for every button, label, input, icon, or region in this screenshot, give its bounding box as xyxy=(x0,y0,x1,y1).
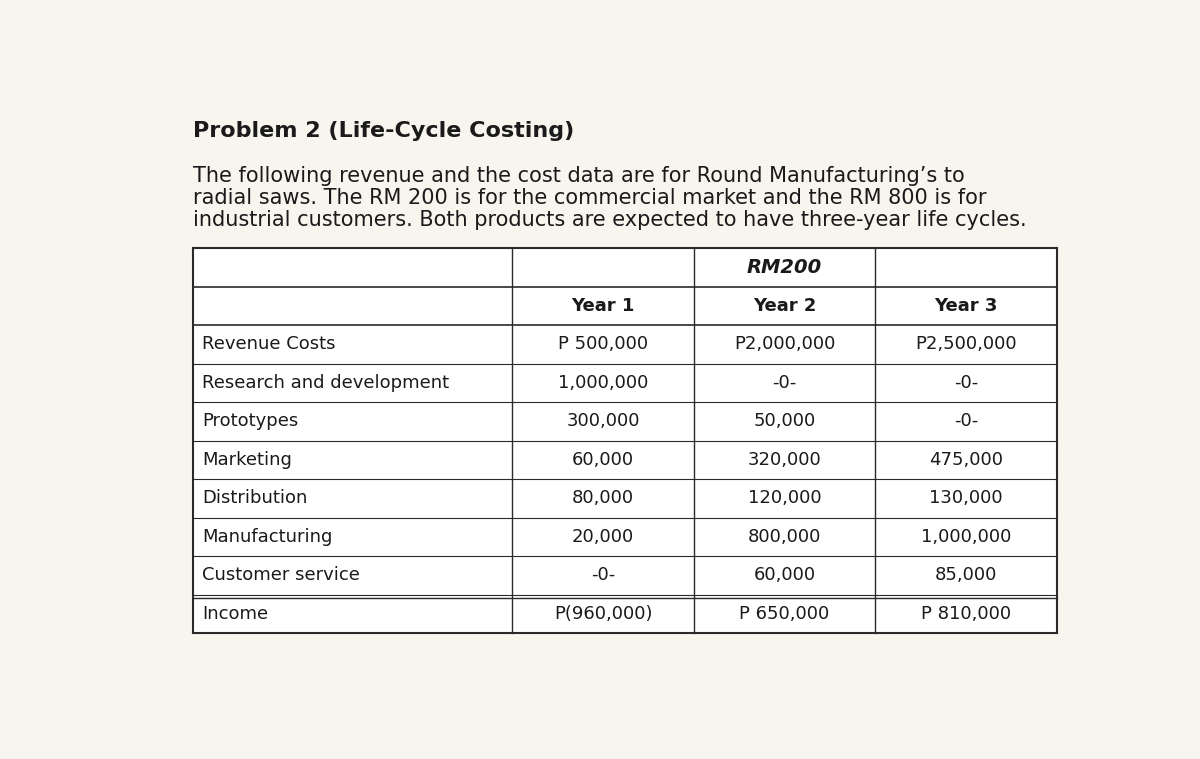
Text: 60,000: 60,000 xyxy=(572,451,634,469)
Text: 800,000: 800,000 xyxy=(748,528,821,546)
Text: Problem 2 (Life-Cycle Costing): Problem 2 (Life-Cycle Costing) xyxy=(193,121,574,141)
Text: Year 1: Year 1 xyxy=(571,297,635,315)
Text: Research and development: Research and development xyxy=(202,374,449,392)
Text: 85,000: 85,000 xyxy=(935,566,997,584)
Text: Prototypes: Prototypes xyxy=(202,412,298,430)
Text: P 500,000: P 500,000 xyxy=(558,335,648,354)
Text: Customer service: Customer service xyxy=(202,566,360,584)
Text: P 650,000: P 650,000 xyxy=(739,605,829,623)
Text: Marketing: Marketing xyxy=(202,451,292,469)
Text: -0-: -0- xyxy=(590,566,616,584)
Text: 320,000: 320,000 xyxy=(748,451,822,469)
Text: The following revenue and the cost data are for Round Manufacturing’s to: The following revenue and the cost data … xyxy=(193,165,965,186)
Text: 1,000,000: 1,000,000 xyxy=(920,528,1012,546)
Text: Year 2: Year 2 xyxy=(752,297,816,315)
Text: 80,000: 80,000 xyxy=(572,490,634,508)
Text: radial saws. The RM 200 is for the commercial market and the RM 800 is for: radial saws. The RM 200 is for the comme… xyxy=(193,187,986,208)
Text: industrial customers. Both products are expected to have three-year life cycles.: industrial customers. Both products are … xyxy=(193,209,1026,230)
Text: -0-: -0- xyxy=(954,374,978,392)
Text: 120,000: 120,000 xyxy=(748,490,821,508)
Text: P(960,000): P(960,000) xyxy=(554,605,653,623)
Text: P 810,000: P 810,000 xyxy=(920,605,1012,623)
Text: -0-: -0- xyxy=(954,412,978,430)
Text: 475,000: 475,000 xyxy=(929,451,1003,469)
Text: 50,000: 50,000 xyxy=(754,412,816,430)
Text: 300,000: 300,000 xyxy=(566,412,640,430)
Text: Year 3: Year 3 xyxy=(935,297,997,315)
Text: -0-: -0- xyxy=(773,374,797,392)
Text: P2,000,000: P2,000,000 xyxy=(734,335,835,354)
Text: 60,000: 60,000 xyxy=(754,566,816,584)
Text: 20,000: 20,000 xyxy=(572,528,635,546)
Text: 130,000: 130,000 xyxy=(929,490,1003,508)
Text: Manufacturing: Manufacturing xyxy=(202,528,332,546)
Text: Income: Income xyxy=(202,605,268,623)
Text: RM200: RM200 xyxy=(746,258,822,277)
Text: 1,000,000: 1,000,000 xyxy=(558,374,648,392)
Text: Revenue Costs: Revenue Costs xyxy=(202,335,336,354)
Text: Distribution: Distribution xyxy=(202,490,307,508)
Text: P2,500,000: P2,500,000 xyxy=(916,335,1016,354)
